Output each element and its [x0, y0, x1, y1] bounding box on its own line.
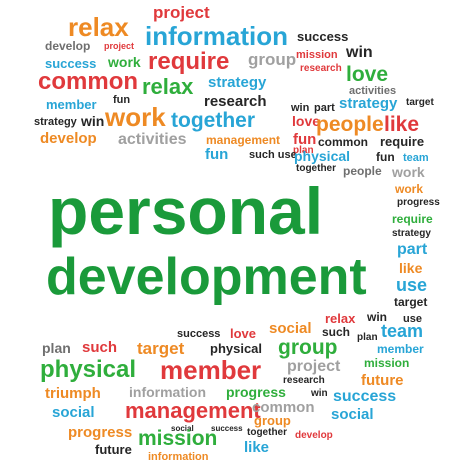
word-fun-2: fun — [293, 131, 317, 148]
word-member-2: member — [377, 342, 424, 356]
word-like-2: like — [399, 260, 423, 276]
word-social: social — [269, 320, 312, 337]
word-social-3: social — [331, 406, 374, 423]
word-management-2: management — [125, 398, 261, 423]
word-relax-3: relax — [325, 311, 356, 326]
word-team: team — [403, 152, 429, 164]
word-people: people — [316, 113, 384, 136]
word-project-small: project — [104, 41, 135, 51]
word-social-4: social — [171, 424, 194, 433]
word-strategy-2: strategy — [339, 95, 398, 112]
word-love-2: love — [292, 113, 321, 129]
word-win-4: win — [367, 310, 387, 324]
word-physical: physical — [294, 148, 351, 164]
word-group-3: group — [254, 413, 291, 428]
word-future: future — [361, 372, 404, 389]
word-work: work — [108, 54, 141, 70]
word-information-2: information — [129, 384, 206, 400]
word-love-3: love — [230, 326, 257, 341]
word-together-3: together — [247, 427, 287, 438]
word-work-4: work — [395, 182, 424, 196]
word-research: research — [300, 63, 342, 74]
word-win-5: win — [311, 388, 328, 399]
word-mission-2: mission — [364, 356, 410, 370]
word-develop-2: develop — [40, 130, 97, 147]
word-work-3: work — [392, 164, 425, 180]
word-work-2: work — [105, 102, 166, 132]
word-people-2: people — [343, 164, 382, 178]
word-relax-2: relax — [142, 74, 194, 99]
word-member-3: member — [160, 355, 262, 385]
word-use: use — [396, 275, 428, 295]
word-fun: fun — [113, 94, 131, 106]
word-plan-2: plan — [357, 332, 378, 343]
word-group-2: group — [278, 336, 338, 359]
word-success-5: success — [211, 424, 243, 433]
word-future-2: future — [95, 442, 132, 457]
word-fun-3: fun — [205, 146, 229, 163]
word-team-2: team — [381, 321, 424, 341]
word-win: win — [346, 44, 373, 61]
word-group: group — [248, 50, 297, 69]
word-success-2: success — [45, 56, 97, 71]
word-win-3: win — [81, 113, 105, 129]
word-physical-2: physical — [210, 341, 263, 356]
word-plan: plan — [293, 145, 314, 156]
word-love: love — [346, 63, 389, 86]
word-require: require — [148, 48, 230, 75]
word-progress: progress — [397, 197, 440, 208]
word-activities-2: activities — [118, 131, 187, 148]
word-require-2: require — [380, 134, 425, 149]
word-strategy-3: strategy — [34, 116, 77, 128]
word-common: common — [38, 68, 139, 95]
word-common-2: common — [318, 135, 369, 149]
word-management: management — [206, 133, 281, 147]
word-like: like — [384, 113, 420, 136]
word-project-2: project — [287, 358, 341, 375]
word-information-3: information — [148, 451, 209, 463]
word-target: target — [406, 97, 434, 108]
word-success-3: success — [177, 328, 221, 340]
word-common-3: common — [252, 399, 315, 416]
word-part: part — [314, 102, 335, 114]
word-success: success — [297, 29, 349, 44]
word-member: member — [46, 97, 97, 112]
word-triumph: triumph — [45, 385, 101, 402]
word-fun-4: fun — [376, 150, 395, 164]
word-develop-3: develop — [295, 430, 333, 441]
word-like-3: like — [244, 439, 270, 456]
word-such: such — [322, 325, 351, 339]
word-plan-3: plan — [42, 340, 71, 356]
word-such-use: such use — [249, 149, 297, 161]
word-such-2: such — [82, 339, 118, 356]
word-develop: develop — [45, 39, 91, 53]
word-win-2: win — [291, 102, 310, 114]
word-relax: relax — [68, 12, 129, 42]
word-mission-3: mission — [138, 427, 218, 450]
word-part-2: part — [397, 241, 428, 258]
word-information: information — [145, 21, 288, 51]
word-project: project — [153, 3, 210, 22]
word-social-2: social — [52, 404, 95, 421]
word-strategy: strategy — [208, 74, 267, 91]
word-target-2: target — [394, 295, 428, 309]
word-strategy-4: strategy — [392, 228, 431, 239]
word-use-2: use — [403, 313, 422, 325]
word-activities: activities — [349, 85, 397, 97]
word-together-2: together — [296, 163, 336, 174]
title-development: development — [46, 248, 367, 306]
word-research-3: research — [283, 375, 325, 386]
word-mission: mission — [296, 49, 338, 61]
word-physical-3: physical — [40, 356, 137, 383]
title-personal: personal — [48, 174, 324, 248]
word-progress-3: progress — [68, 424, 133, 441]
word-require-3: require — [392, 212, 433, 226]
word-success-4: success — [333, 388, 397, 405]
word-target-3: target — [137, 339, 185, 358]
word-progress-2: progress — [226, 384, 286, 400]
word-together: together — [171, 109, 255, 132]
word-research-2: research — [204, 93, 267, 110]
